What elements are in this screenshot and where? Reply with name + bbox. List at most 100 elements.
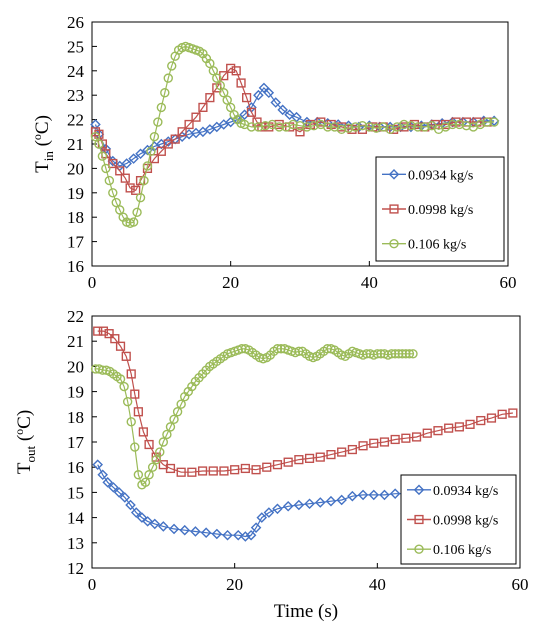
data-point — [270, 97, 282, 108]
data-point — [246, 122, 257, 132]
data-point — [125, 499, 136, 511]
data-point — [263, 87, 275, 99]
data-point — [368, 489, 380, 501]
data-point — [272, 344, 283, 354]
data-point — [246, 107, 257, 117]
data-point — [130, 507, 142, 518]
data-point — [272, 503, 283, 515]
data-point — [347, 444, 357, 455]
y-tick-label: 15 — [67, 483, 84, 502]
data-point — [284, 109, 295, 121]
data-point — [240, 463, 250, 474]
data-point — [250, 522, 262, 533]
x-tick-label: 40 — [369, 575, 386, 594]
data-point — [433, 426, 443, 436]
data-point — [283, 457, 293, 467]
data-point — [153, 117, 163, 127]
data-point — [237, 344, 247, 354]
data-point — [364, 122, 375, 132]
y-tick-label: 26 — [67, 13, 84, 32]
data-point — [444, 423, 454, 433]
data-point — [144, 470, 154, 480]
data-point — [119, 381, 129, 392]
series-diamond — [92, 459, 433, 542]
data-point — [260, 120, 271, 131]
data-point — [309, 120, 319, 131]
x-tick-label: 0 — [88, 575, 97, 594]
data-point — [406, 120, 416, 131]
data-point — [295, 127, 305, 137]
data-point — [323, 122, 333, 132]
data-point — [120, 173, 130, 183]
data-point — [274, 122, 284, 132]
data-point — [422, 428, 432, 438]
data-point — [126, 369, 136, 379]
legend-marker — [389, 204, 399, 214]
data-point — [253, 122, 264, 132]
data-point — [394, 349, 404, 359]
data-point — [242, 93, 252, 103]
data-point — [390, 434, 400, 445]
data-point — [222, 95, 232, 105]
data-point — [294, 455, 304, 465]
data-point — [187, 467, 197, 477]
data-point — [372, 349, 383, 359]
data-point — [149, 518, 161, 530]
data-point — [404, 349, 415, 359]
data-point — [230, 465, 240, 475]
data-point — [253, 89, 264, 101]
data-point — [337, 447, 347, 457]
y-tick-label: 20 — [67, 159, 84, 178]
data-point — [110, 334, 120, 344]
data-point — [236, 78, 246, 88]
y-axis-title: Tout (oC) — [12, 410, 38, 474]
data-point — [115, 166, 125, 176]
data-point — [376, 349, 386, 359]
data-point — [314, 497, 326, 508]
series-circle — [90, 41, 499, 229]
data-point — [447, 119, 458, 130]
data-point — [190, 526, 201, 537]
data-point — [138, 427, 148, 437]
legend-label: 0.106 kg/s — [408, 238, 466, 253]
y-tick-label: 22 — [67, 111, 84, 130]
data-point — [258, 82, 270, 94]
data-point — [169, 414, 179, 425]
data-point — [315, 452, 325, 462]
data-point — [104, 329, 114, 339]
y-tick-label: 17 — [67, 233, 85, 252]
data-point — [486, 413, 497, 423]
data-point — [350, 122, 361, 132]
data-point — [158, 437, 169, 447]
data-point — [115, 374, 126, 384]
data-point — [119, 492, 131, 503]
data-point — [225, 102, 236, 113]
y-tick-label: 24 — [67, 62, 85, 81]
data-point — [343, 123, 354, 133]
series-line — [94, 86, 495, 167]
y-tick-label: 18 — [67, 408, 84, 427]
x-tick-label: 60 — [500, 273, 517, 292]
data-point — [205, 58, 215, 69]
data-point — [197, 466, 208, 476]
data-point — [390, 349, 400, 359]
legend-label: 0.0934 kg/s — [408, 168, 473, 183]
data-point — [162, 429, 172, 440]
data-point — [163, 139, 173, 149]
data-point — [358, 441, 368, 451]
data-point — [184, 119, 194, 130]
data-point — [125, 183, 135, 193]
data-point — [133, 407, 143, 417]
data-point — [167, 61, 177, 71]
y-tick-label: 16 — [67, 458, 84, 477]
series-circle — [90, 344, 418, 490]
data-point — [272, 460, 283, 470]
data-point — [97, 469, 108, 481]
data-point — [160, 88, 170, 98]
legend-label: 0.106 kg/s — [433, 543, 491, 558]
data-point — [115, 205, 125, 215]
y-tick-label: 12 — [67, 559, 84, 578]
y-tick-label: 25 — [67, 37, 84, 56]
data-point — [122, 396, 133, 407]
chart-outlet-temperature: Tout (oC) Time (s) 12 13 14 15 16 17 18 19 20 21 2… — [12, 307, 529, 622]
